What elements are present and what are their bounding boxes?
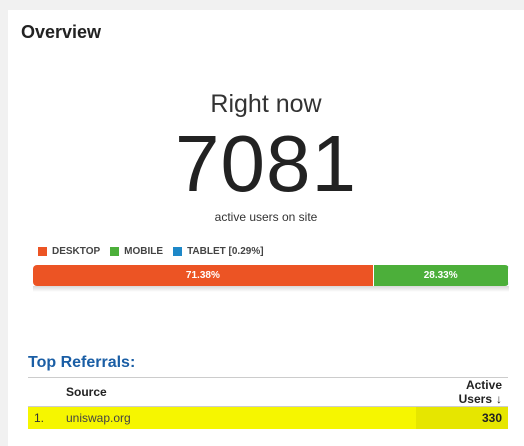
index-header — [28, 377, 60, 407]
device-share-bar: 71.38% 28.33% — [33, 265, 509, 286]
overview-panel: Overview Right now 7081 active users on … — [8, 10, 524, 446]
tablet-swatch-icon — [173, 247, 183, 256]
source-column-header[interactable]: Source — [60, 377, 416, 407]
legend-desktop-label: DESKTOP — [52, 246, 101, 257]
bar-shadow — [33, 286, 509, 292]
row-source[interactable]: uniswap.org — [66, 411, 131, 425]
right-now-label: Right now — [210, 90, 322, 118]
legend-tablet-label: TABLET [0.29%] — [187, 246, 264, 257]
tablet-segment[interactable] — [507, 265, 509, 286]
legend-mobile-label: MOBILE — [124, 246, 164, 257]
top-referrals-table: Source Active Users ↓ 1. uniswap.org 330 — [28, 377, 508, 429]
legend-mobile: MOBILE — [110, 246, 163, 257]
overview-title: Overview — [21, 22, 102, 42]
row-active-users: 330 — [416, 406, 508, 429]
active-users-subtitle: active users on site — [214, 210, 318, 224]
table-header-row: Source Active Users ↓ — [28, 377, 508, 407]
table-row[interactable]: 1. uniswap.org 330 — [28, 406, 508, 429]
device-legend: DESKTOP MOBILE TABLET [0.29%] — [38, 246, 264, 257]
legend-tablet: TABLET [0.29%] — [173, 246, 264, 257]
top-referrals-title: Top Referrals: — [28, 354, 136, 371]
arrow-down-icon[interactable]: ↓ — [496, 392, 502, 406]
desktop-segment[interactable]: 71.38% — [33, 265, 373, 286]
mobile-segment[interactable]: 28.33% — [372, 265, 508, 286]
desktop-swatch-icon — [38, 247, 47, 256]
mobile-swatch-icon — [110, 247, 120, 256]
active-users-header-label: Active Users — [458, 378, 502, 406]
legend-desktop: DESKTOP — [38, 246, 100, 257]
active-users-column-header[interactable]: Active Users ↓ — [416, 377, 508, 407]
active-users-count: 7081 — [175, 119, 357, 208]
row-index: 1. — [34, 411, 45, 425]
